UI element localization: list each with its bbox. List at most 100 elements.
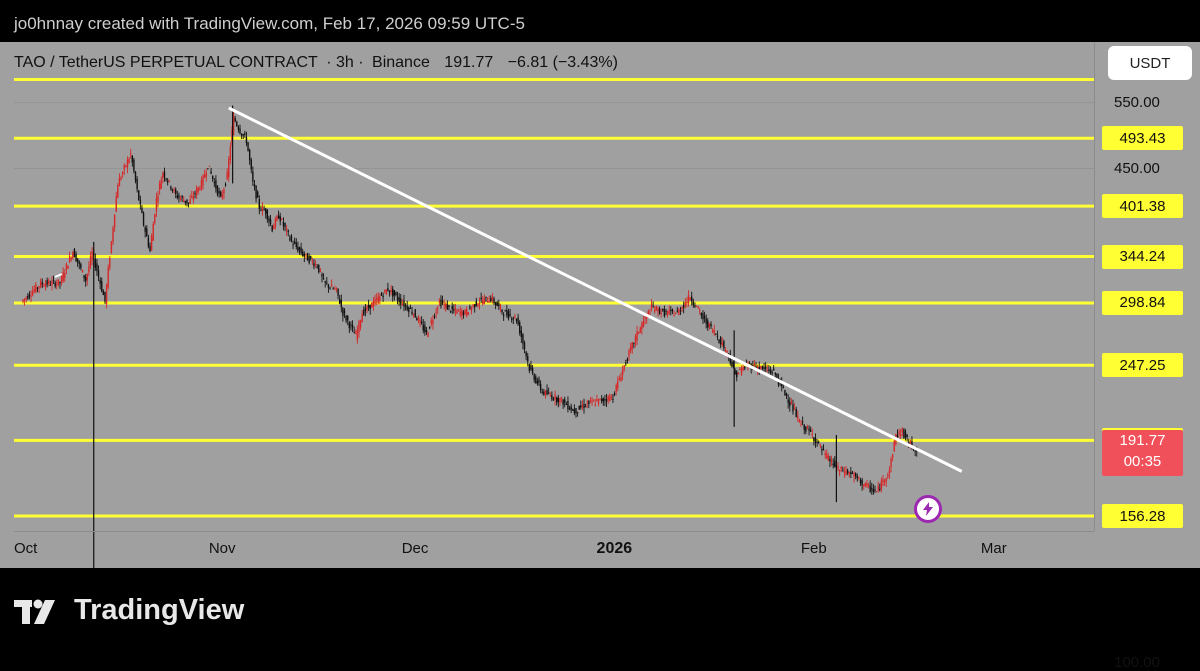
currency-unit-button[interactable]: USDT bbox=[1108, 46, 1192, 80]
candle-body bbox=[485, 296, 487, 298]
candle-body bbox=[890, 458, 892, 467]
candle-body bbox=[23, 298, 26, 301]
candle-body bbox=[179, 198, 182, 200]
candle-body bbox=[527, 356, 529, 362]
candle-body bbox=[155, 197, 158, 212]
price-chart[interactable] bbox=[0, 42, 1200, 568]
candle-body bbox=[377, 296, 379, 304]
candle-body bbox=[255, 185, 257, 199]
candle-body bbox=[607, 395, 609, 401]
candle-body bbox=[322, 278, 325, 280]
candle-body bbox=[809, 430, 812, 432]
candle-body bbox=[565, 403, 568, 405]
candle-body bbox=[560, 397, 563, 400]
candle-body bbox=[36, 287, 39, 289]
time-axis-tick: 2026 bbox=[596, 540, 633, 557]
candle-body bbox=[684, 302, 686, 306]
candle-body bbox=[782, 387, 785, 389]
candle-body bbox=[52, 279, 55, 281]
candle-body bbox=[146, 228, 148, 237]
level-price-label: 298.84 bbox=[1102, 290, 1183, 315]
candle-body bbox=[163, 171, 166, 178]
candle-body bbox=[541, 391, 543, 393]
candle-body bbox=[538, 379, 540, 383]
candle-body bbox=[644, 317, 646, 319]
candle-body bbox=[70, 258, 72, 260]
candle-body bbox=[721, 343, 723, 346]
candle-body bbox=[530, 365, 532, 370]
candle-body bbox=[731, 361, 733, 367]
candle-body bbox=[282, 221, 285, 226]
candle-body bbox=[64, 272, 66, 278]
candle-body bbox=[629, 346, 632, 351]
candle-body bbox=[699, 310, 701, 312]
candle-body bbox=[896, 434, 899, 437]
candle-body bbox=[287, 230, 289, 232]
candle-body bbox=[183, 200, 185, 202]
candle-body bbox=[784, 390, 786, 396]
candle-body bbox=[443, 304, 445, 306]
candle-body bbox=[162, 173, 164, 178]
candle-body bbox=[358, 321, 360, 333]
candle-body bbox=[845, 470, 847, 475]
candle-body bbox=[110, 241, 113, 253]
price-axis-tick: 450.00 bbox=[1114, 159, 1160, 177]
candle-body bbox=[691, 296, 693, 302]
candle-body bbox=[694, 305, 696, 307]
candle-body bbox=[620, 377, 622, 382]
candle-body bbox=[213, 182, 215, 184]
candle-body bbox=[710, 323, 712, 327]
candle-body bbox=[30, 295, 32, 297]
tradingview-logo-icon bbox=[14, 599, 55, 624]
candle-body bbox=[427, 332, 429, 337]
candle-body bbox=[277, 215, 280, 219]
candle-body bbox=[719, 337, 722, 345]
candle-body bbox=[519, 322, 521, 334]
lightning-bolt-icon[interactable] bbox=[914, 495, 942, 523]
candle-body bbox=[657, 308, 659, 312]
candle-body bbox=[25, 297, 27, 299]
candle-body bbox=[359, 320, 362, 328]
candle-body bbox=[475, 301, 478, 306]
candle-body bbox=[821, 448, 823, 451]
chart-panel[interactable]: TAO / TetherUS PERPETUAL CONTRACT · 3h ·… bbox=[0, 42, 1200, 671]
candle-body bbox=[793, 408, 796, 410]
candle-body bbox=[588, 400, 590, 404]
time-axis-tick: Dec bbox=[401, 540, 429, 557]
candle-body bbox=[342, 307, 344, 317]
candle-body bbox=[136, 179, 138, 190]
candle-body bbox=[348, 322, 351, 328]
candle-body bbox=[371, 302, 373, 308]
time-axis-tick: Mar bbox=[980, 540, 1007, 557]
candle-body bbox=[911, 441, 913, 449]
candle-body bbox=[568, 408, 571, 410]
candle-body bbox=[758, 367, 760, 370]
candle-body bbox=[65, 263, 68, 270]
candle-body bbox=[396, 296, 399, 301]
candle-body bbox=[186, 199, 188, 204]
candle-body bbox=[637, 332, 640, 334]
candle-body bbox=[899, 434, 902, 436]
candle-body bbox=[470, 307, 473, 311]
candle-body bbox=[171, 189, 174, 191]
candle-body bbox=[703, 316, 706, 319]
candle-body bbox=[207, 168, 209, 170]
candle-body bbox=[223, 189, 225, 194]
candle-body bbox=[147, 237, 150, 247]
candle-body bbox=[806, 426, 809, 428]
candle-body bbox=[649, 313, 651, 315]
candle-body bbox=[318, 264, 320, 273]
candle-body bbox=[242, 134, 244, 136]
candle-body bbox=[144, 227, 146, 232]
candle-body bbox=[210, 171, 212, 174]
candle-body bbox=[244, 133, 246, 135]
candle-body bbox=[872, 488, 875, 493]
candle-body bbox=[109, 258, 111, 269]
level-price-label: 344.24 bbox=[1102, 244, 1183, 269]
candle-body bbox=[464, 309, 466, 314]
candle-body bbox=[60, 275, 63, 283]
chart-caption: jo0hnnay created with TradingView.com, F… bbox=[14, 14, 525, 33]
candle-body bbox=[75, 253, 77, 262]
candle-body bbox=[355, 333, 357, 335]
candle-body bbox=[546, 390, 548, 395]
